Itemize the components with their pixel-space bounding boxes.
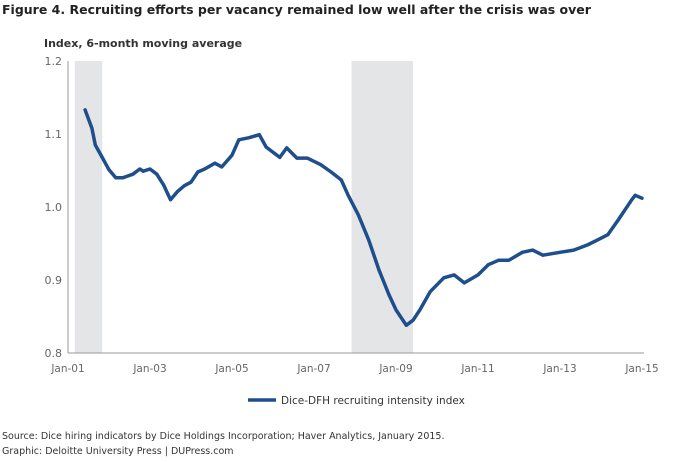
data-point [596,238,600,242]
data-point [182,184,186,188]
data-point [278,155,282,159]
recession-shade [74,61,103,353]
y-tick-label: 1.0 [45,201,63,214]
data-point [616,218,620,222]
data-point [394,308,398,312]
y-axis-label: Index, 6-month moving average [44,37,243,50]
x-tick-label: Jan-15 [624,363,658,375]
data-point [319,163,323,167]
data-point [411,318,415,322]
data-point [305,156,309,160]
x-tick-label: Jan-09 [378,363,412,375]
data-point [404,323,408,327]
data-point [189,180,193,184]
data-point [196,170,200,174]
data-point [138,167,142,171]
data-point [257,133,261,137]
data-point [462,281,466,285]
data-point [367,238,371,242]
data-point [339,178,343,182]
figure-title: Figure 4. Recruiting efforts per vacancy… [2,2,591,17]
x-tick-label: Jan-13 [542,363,576,375]
data-point [606,233,610,237]
y-tick-label: 1.1 [45,128,63,141]
data-point [418,308,422,312]
data-point [633,193,637,197]
data-point [90,126,94,130]
data-point [356,213,360,217]
data-point [442,276,446,280]
y-tick-label: 0.8 [45,347,63,360]
data-point [531,248,535,252]
data-point [428,290,432,294]
data-point [452,273,456,277]
data-point [476,273,480,277]
data-point [486,263,490,267]
data-point [148,167,152,171]
data-point [285,146,289,150]
data-point [220,165,224,169]
data-point [497,258,500,262]
data-point [230,153,234,157]
data-point [114,176,118,180]
data-point [213,161,217,165]
legend-label: Dice-DFH recruiting intensity index [281,395,465,407]
x-tick-label: Jan-05 [214,363,248,375]
recession-shade [351,61,414,353]
x-tick-label: Jan-01 [50,363,84,375]
data-point [572,248,576,252]
data-point [541,253,545,257]
data-point [630,198,634,202]
x-tick-label: Jan-03 [132,363,166,375]
data-point [237,138,241,142]
x-tick-label: Jan-11 [460,363,494,375]
graphic-credit: Graphic: Deloitte University Press | DUP… [2,446,234,457]
data-point [377,268,381,272]
data-point [162,183,166,187]
data-point [585,243,589,247]
data-point [93,143,97,147]
data-point [203,167,207,171]
y-tick-label: 0.9 [45,274,63,287]
data-point [520,250,524,254]
data-point [264,145,268,149]
data-point [329,170,333,174]
data-point [169,198,172,202]
data-point [346,193,350,197]
data-point [100,155,104,159]
data-point [175,190,179,194]
source-note: Source: Dice hiring indicators by Dice H… [2,431,445,442]
data-point [107,168,111,172]
data-point [387,293,391,297]
data-point [558,250,562,254]
data-point [295,156,299,160]
data-point [155,172,159,176]
x-tick-label: Jan-07 [296,363,330,375]
data-point [141,169,145,173]
y-tick-label: 1.2 [45,55,63,68]
data-point [640,196,644,200]
data-point [131,172,135,176]
data-point [507,258,511,262]
data-point [121,176,125,180]
data-point [247,136,251,140]
data-point [83,108,87,112]
